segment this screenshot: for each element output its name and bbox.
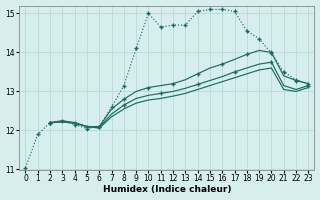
X-axis label: Humidex (Indice chaleur): Humidex (Indice chaleur) — [103, 185, 231, 194]
